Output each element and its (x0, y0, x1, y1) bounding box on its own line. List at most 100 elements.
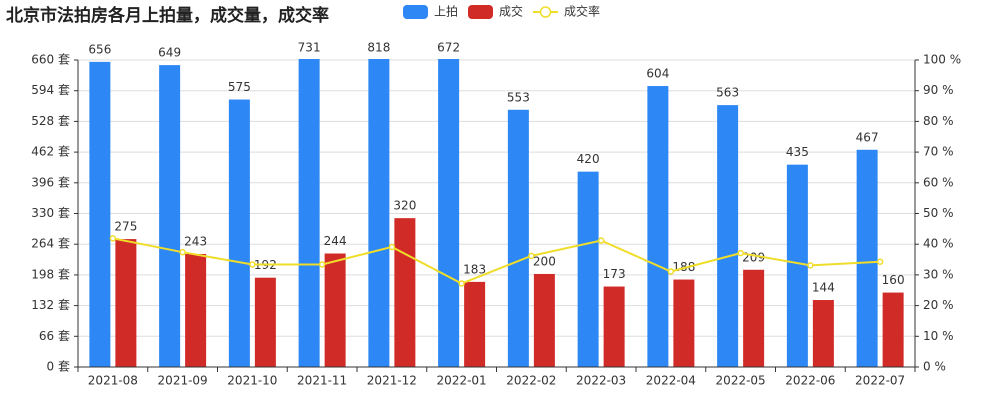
y-tick-label: 594 套 (31, 83, 70, 97)
bar-value-label: 420 (577, 152, 600, 166)
bar-value-label: 553 (507, 90, 530, 104)
line-point (876, 258, 884, 265)
bar (507, 109, 529, 367)
grid (78, 59, 915, 368)
bar (324, 253, 346, 367)
bars (89, 59, 904, 368)
bar (185, 253, 207, 367)
x-tick-label: 2022-07 (855, 374, 905, 388)
y2-tick-label: 0 % (923, 360, 946, 374)
bar-value-label: 243 (184, 234, 207, 248)
x-tick-label: 2021-08 (88, 374, 138, 388)
bar-value-label: 467 (856, 130, 879, 144)
y-tick-label: 264 套 (31, 237, 70, 251)
x-tick-label: 2022-06 (785, 374, 835, 388)
legend-swatch (468, 5, 493, 19)
bar-value-label: 656 (88, 42, 111, 56)
x-tick-label: 2021-09 (158, 374, 208, 388)
bar-value-label: 173 (603, 267, 626, 281)
bar (812, 300, 834, 367)
line-point (667, 268, 675, 275)
bar (533, 273, 555, 367)
line-point (109, 235, 117, 242)
bar (228, 99, 250, 368)
line-point (737, 249, 744, 257)
bar-value-label: 563 (716, 86, 739, 100)
bar (438, 59, 460, 367)
y-tick-label: 528 套 (31, 114, 70, 128)
bar (298, 59, 320, 367)
bar-value-label: 818 (367, 41, 390, 55)
bar (603, 286, 625, 367)
bar-value-label: 183 (463, 262, 486, 276)
bar (743, 269, 765, 367)
bar-value-label: 649 (158, 46, 181, 60)
x-tick-label: 2022-04 (646, 374, 696, 388)
y-tick-label: 660 套 (31, 53, 70, 67)
y2-tick-label: 50 % (923, 206, 954, 220)
bar-value-label: 160 (882, 273, 905, 287)
y2-tick-label: 60 % (923, 175, 954, 189)
line-point (807, 262, 814, 269)
x-tick-label: 2022-03 (576, 374, 626, 388)
bar (577, 171, 599, 367)
y2-tick-label: 70 % (923, 145, 954, 159)
bar (368, 59, 390, 367)
bar-value-label: 188 (672, 260, 695, 274)
bar (89, 61, 111, 368)
y-tick-label: 462 套 (31, 145, 70, 159)
bar (882, 292, 904, 367)
line-point (318, 261, 326, 268)
x-tick-label: 2022-05 (716, 374, 766, 388)
legend-swatch (539, 6, 552, 18)
y2-tick-label: 20 % (923, 298, 954, 312)
line-point (597, 237, 605, 244)
x-tick-label: 2021-12 (367, 374, 417, 388)
bar-value-label: 275 (114, 220, 137, 234)
y2-tick-label: 100 % (923, 53, 961, 67)
chart-title: 北京市法拍房各月上拍量，成交量，成交率 (6, 5, 329, 26)
y-tick-label: 198 套 (31, 267, 70, 281)
legend-label: 成交 (499, 4, 523, 19)
overlay: 0 套 66 套 132 套 198 套 264 套 330 套 396 套 462 套 528… (31, 4, 961, 388)
bar (394, 218, 416, 367)
y-tick-label: 0 套 (47, 360, 70, 374)
line-point (179, 248, 186, 256)
line-point (249, 261, 256, 268)
bar-value-label: 320 (393, 199, 416, 213)
y2-tick-label: 30 % (923, 267, 954, 281)
bar (254, 277, 276, 367)
y2-tick-label: 10 % (923, 329, 954, 343)
y2-tick-label: 40 % (923, 237, 954, 251)
bar-value-label: 604 (646, 67, 669, 81)
x-tick-label: 2022-02 (506, 374, 556, 388)
line-point (458, 280, 465, 287)
bar-value-label: 435 (786, 145, 809, 159)
y2-tick-label: 90 % (923, 83, 954, 97)
y-tick-label: 132 套 (31, 298, 70, 312)
x-tick-label: 2021-10 (227, 374, 277, 388)
bar-value-label: 731 (298, 41, 321, 55)
y-tick-label: 330 套 (31, 206, 70, 220)
y2-tick-label: 80 % (923, 114, 954, 128)
bar (673, 279, 695, 367)
legend-label: 成交率 (564, 4, 600, 19)
legend-label: 上拍 (434, 4, 458, 19)
x-tick-label: 2022-01 (437, 374, 487, 388)
y-tick-label: 66 套 (39, 329, 70, 343)
bar-value-label: 575 (228, 80, 251, 94)
line-point (528, 252, 535, 260)
bar-value-label: 200 (533, 254, 556, 268)
bar (115, 239, 137, 367)
line (112, 237, 881, 285)
bar (717, 105, 739, 368)
bar (464, 281, 486, 367)
bar-value-label: 144 (812, 281, 835, 295)
bar (647, 86, 669, 367)
y-tick-label: 396 套 (31, 175, 70, 189)
x-tick-label: 2021-11 (297, 374, 347, 388)
bar-value-label: 672 (437, 41, 460, 55)
bar (856, 149, 878, 367)
bar (786, 164, 808, 367)
